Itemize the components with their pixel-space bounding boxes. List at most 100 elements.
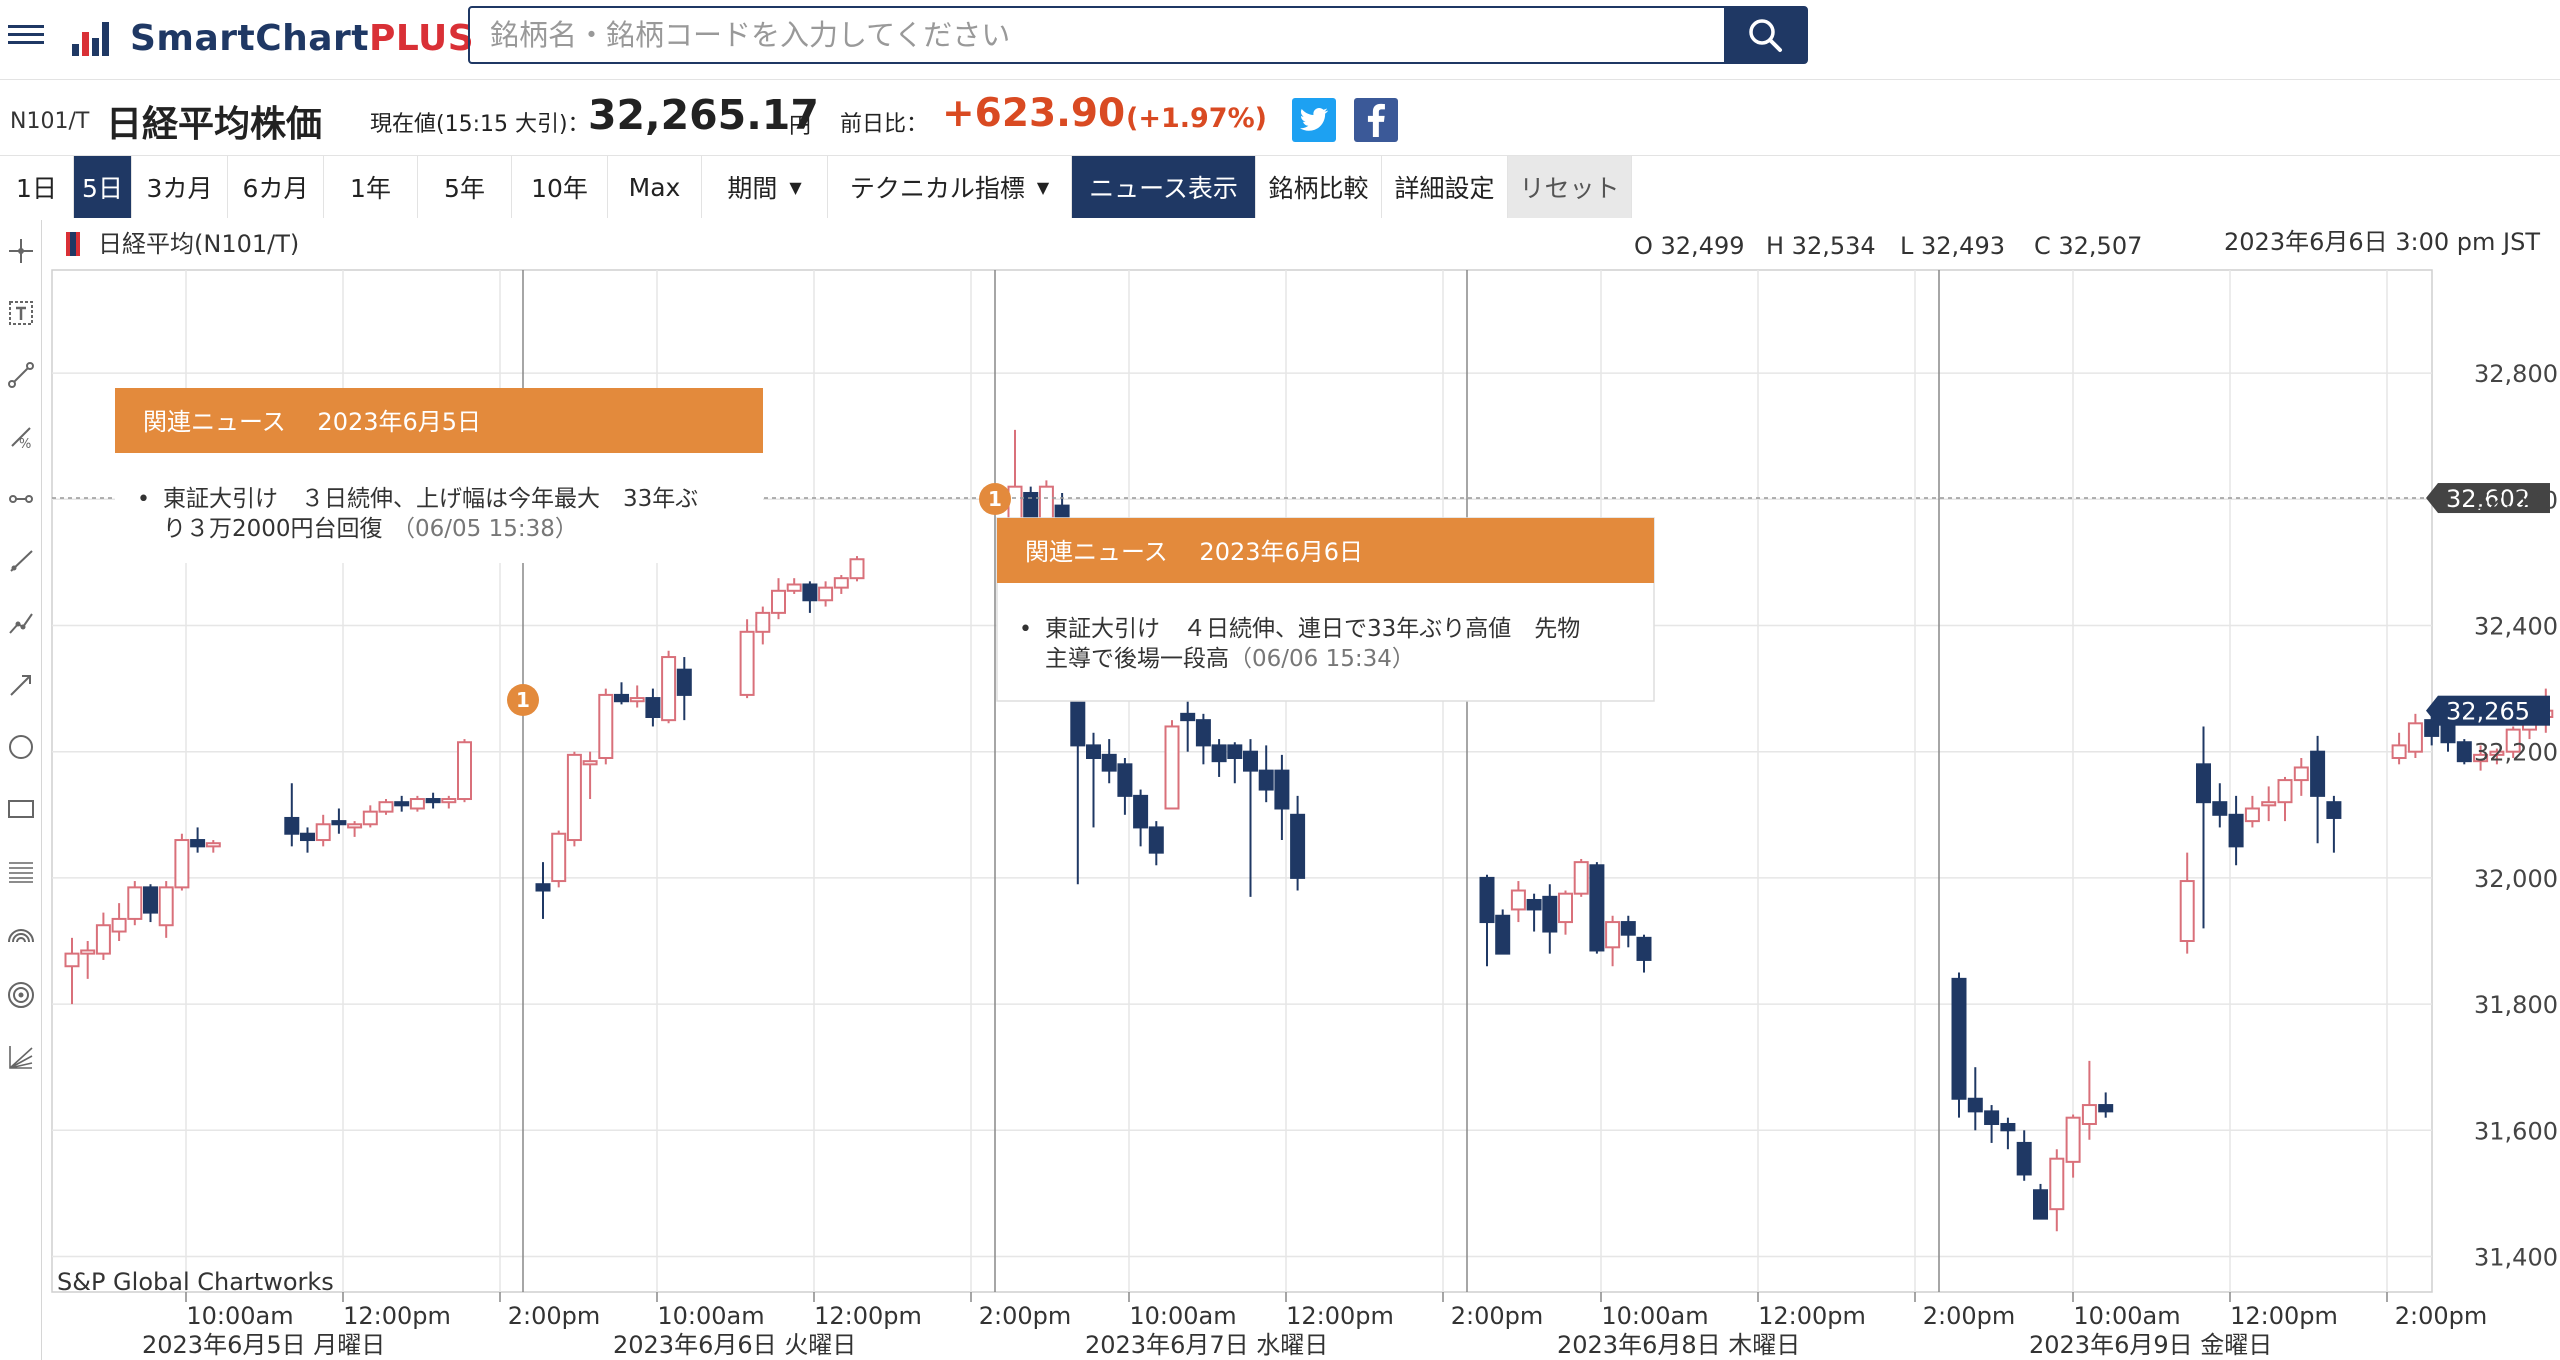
candle-up xyxy=(1164,725,1180,810)
candle-down xyxy=(2440,725,2456,744)
trend-line-tool[interactable] xyxy=(4,358,38,392)
x-time-label: 12:00pm xyxy=(814,1302,922,1330)
chart-datetime: 2023年6月6日 3:00 pm JST xyxy=(2224,228,2540,256)
y-tick-label: 32,800 xyxy=(2474,360,2558,388)
candle-down xyxy=(1290,813,1306,879)
candle-down xyxy=(1148,826,1164,854)
reset-button[interactable]: リセット xyxy=(1508,156,1632,218)
candle-down xyxy=(2456,741,2472,763)
technical-indicator-dropdown[interactable]: テクニカル指標 ▼ xyxy=(828,156,1072,218)
x-time-label: 2:00pm xyxy=(979,1302,1072,1330)
candle-down xyxy=(1620,921,1636,936)
candle-down xyxy=(1542,895,1558,933)
candle-up xyxy=(786,583,802,592)
x-day-label: 2023年6月7日 水曜日 xyxy=(1085,1331,1328,1359)
candle-up xyxy=(833,577,849,589)
circle-tool[interactable] xyxy=(4,730,38,764)
arrow-line-tool[interactable] xyxy=(4,668,38,702)
horizontal-line-tool[interactable] xyxy=(4,482,38,516)
news-popup-header xyxy=(115,388,763,453)
rectangle-tool[interactable] xyxy=(4,792,38,826)
period-toolbar: 1日 5日 3カ月 6カ月 1年 5年 10年 Max 期間 ▼ テクニカル指標 ▼… xyxy=(0,156,1632,218)
candle-up xyxy=(566,753,582,842)
candle-down xyxy=(190,839,206,848)
tab-5y[interactable]: 5年 xyxy=(418,156,512,218)
tab-1y[interactable]: 1年 xyxy=(324,156,418,218)
tab-1d[interactable]: 1日 xyxy=(0,156,74,218)
fib-retracement-tool[interactable] xyxy=(4,854,38,888)
quote-bar: N101/T 日経平均株価 現在値(15:15 大引)： 32,265.17 円… xyxy=(0,82,2560,156)
candle-up xyxy=(457,741,472,801)
x-time-label: 10:00am xyxy=(657,1302,764,1330)
menu-icon[interactable] xyxy=(8,20,44,50)
last-price-label: 32,265 xyxy=(2446,698,2530,726)
ray-line-icon xyxy=(10,550,33,572)
logo-bars-icon xyxy=(72,22,109,56)
news-toggle-button[interactable]: ニュース表示 xyxy=(1072,156,1256,218)
search-button[interactable] xyxy=(1724,8,1806,62)
tab-6m[interactable]: 6カ月 xyxy=(228,156,324,218)
x-day-label: 2023年6月6日 火曜日 xyxy=(613,1331,856,1359)
candle-up xyxy=(441,798,457,804)
fan-tool[interactable] xyxy=(4,1040,38,1074)
drawing-toolbar: % xyxy=(0,220,42,1360)
y-tick-label: 31,400 xyxy=(2474,1244,2558,1272)
candle-series xyxy=(64,429,2554,1232)
tab-3m[interactable]: 3カ月 xyxy=(132,156,228,218)
last-price-tag-arrow xyxy=(2426,695,2438,726)
tab-10y[interactable]: 10年 xyxy=(512,156,608,218)
news-popup-title: 関連ニュース 2023年6月6日 xyxy=(1025,538,1363,566)
tab-max[interactable]: Max xyxy=(608,156,702,218)
x-time-label: 2:00pm xyxy=(1451,1302,1544,1330)
settings-button[interactable]: 詳細設定 xyxy=(1382,156,1508,218)
x-time-label: 10:00am xyxy=(1129,1302,1236,1330)
polyline-tool[interactable] xyxy=(4,606,38,640)
candle-up xyxy=(127,886,143,920)
candle-up xyxy=(755,611,771,633)
crosshair-tool[interactable] xyxy=(4,234,38,268)
period-dropdown[interactable]: 期間 ▼ xyxy=(702,156,828,218)
news-headline-line1[interactable]: 東証大引け ３日続伸、上げ幅は今年最大 33年ぶ xyxy=(163,486,698,512)
twitter-share-button[interactable] xyxy=(1292,98,1336,142)
trend-line-icon xyxy=(8,362,34,388)
news-time: （06/06 15:34） xyxy=(1229,646,1415,672)
candle-up xyxy=(347,823,363,829)
text-tool[interactable] xyxy=(4,296,38,330)
candle-down xyxy=(2212,801,2228,816)
ray-line-tool[interactable] xyxy=(4,544,38,578)
x-time-label: 12:00pm xyxy=(1286,1302,1394,1330)
concentric-circle-icon xyxy=(8,982,34,1008)
price-change-percent: (+1.97%) xyxy=(1126,103,1267,134)
candle-down xyxy=(2228,813,2244,848)
x-day-label: 2023年6月5日 月曜日 xyxy=(142,1331,385,1359)
concentric-circle-tool[interactable] xyxy=(4,978,38,1012)
percent-line-icon: % xyxy=(11,427,31,452)
compare-button[interactable]: 銘柄比較 xyxy=(1256,156,1382,218)
candle-down xyxy=(676,668,692,696)
candle-down xyxy=(1526,898,1542,911)
news-marker[interactable] xyxy=(979,483,1011,515)
candle-up xyxy=(1605,921,1621,949)
app-logo-text: SmartChartPLUS xyxy=(130,17,475,59)
news-headline-line1[interactable]: 東証大引け ４日続伸、連日で33年ぶり高値 先物 xyxy=(1045,616,1580,642)
candle-down xyxy=(2016,1141,2032,1176)
candle-up xyxy=(205,842,221,848)
candle-down xyxy=(1984,1110,2000,1125)
candle-down xyxy=(614,693,629,703)
news-marker-label: 1 xyxy=(988,487,1002,511)
news-time: （06/05 15:38） xyxy=(392,516,578,542)
news-marker[interactable] xyxy=(507,684,539,716)
news-headline-line2[interactable]: り３万2000円台回復 xyxy=(163,516,383,542)
search-input[interactable]: 銘柄名・銘柄コードを入力してください xyxy=(490,18,1011,52)
news-headline-line2[interactable]: 主導で後場一段高 xyxy=(1045,646,1229,672)
app-logo[interactable]: SmartChartPLUS xyxy=(72,10,474,66)
search-box[interactable]: 銘柄名・銘柄コードを入力してください xyxy=(468,6,1808,64)
percent-line-tool[interactable]: % xyxy=(4,420,38,454)
arc-tool[interactable] xyxy=(4,916,38,950)
candle-down xyxy=(1117,763,1133,797)
change-label: 前日比： xyxy=(840,112,929,137)
facebook-share-button[interactable] xyxy=(1354,98,1398,142)
x-time-label: 12:00pm xyxy=(1758,1302,1866,1330)
tab-5d[interactable]: 5日 xyxy=(74,156,132,218)
